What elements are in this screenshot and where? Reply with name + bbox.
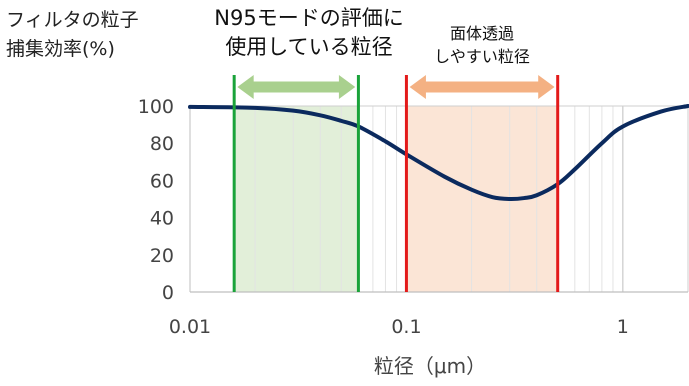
x-tick-label: 0.01 [169, 316, 211, 338]
x-tick-label: 1 [617, 316, 629, 338]
y-tick-label: 80 [150, 133, 174, 155]
penetration-range-label-line-1: 面体透過 [449, 24, 514, 43]
n95-range-label-line-1: N95モードの評価に [214, 6, 404, 30]
y-tick-label: 20 [150, 245, 174, 267]
x-tick-label: 0.1 [391, 316, 421, 338]
region-fill-0 [234, 106, 359, 292]
x-axis-title: 粒径（μm） [373, 354, 487, 378]
n95-range-label: N95モードの評価に 使用している粒径 [196, 4, 422, 62]
series [188, 104, 689, 202]
region-arrows [237, 75, 555, 99]
region-double-arrow-0 [237, 75, 356, 99]
n95-range-label-line-2: 使用している粒径 [225, 35, 393, 59]
y-axis-title-line-1: フィルタの粒子 [6, 9, 139, 31]
tick-labels: 0 20 40 60 80 100 0.01 0.1 1 [138, 96, 629, 338]
y-tick-label: 100 [138, 96, 174, 118]
efficiency-curve-0 [188, 104, 689, 202]
y-axis-title: フィルタの粒子 捕集効率(%) [6, 6, 139, 64]
region-double-arrow-1 [409, 75, 555, 99]
y-tick-label: 60 [150, 170, 174, 192]
y-axis-title-line-2: 捕集効率(%) [6, 38, 115, 60]
penetration-range-label-line-2: しやすい粒径 [434, 47, 530, 66]
y-tick-label: 40 [150, 208, 174, 230]
region-fill-1 [406, 106, 558, 292]
penetration-range-label: 面体透過 しやすい粒径 [408, 22, 556, 68]
region-borders [232, 75, 560, 292]
y-tick-label: 0 [162, 282, 174, 304]
